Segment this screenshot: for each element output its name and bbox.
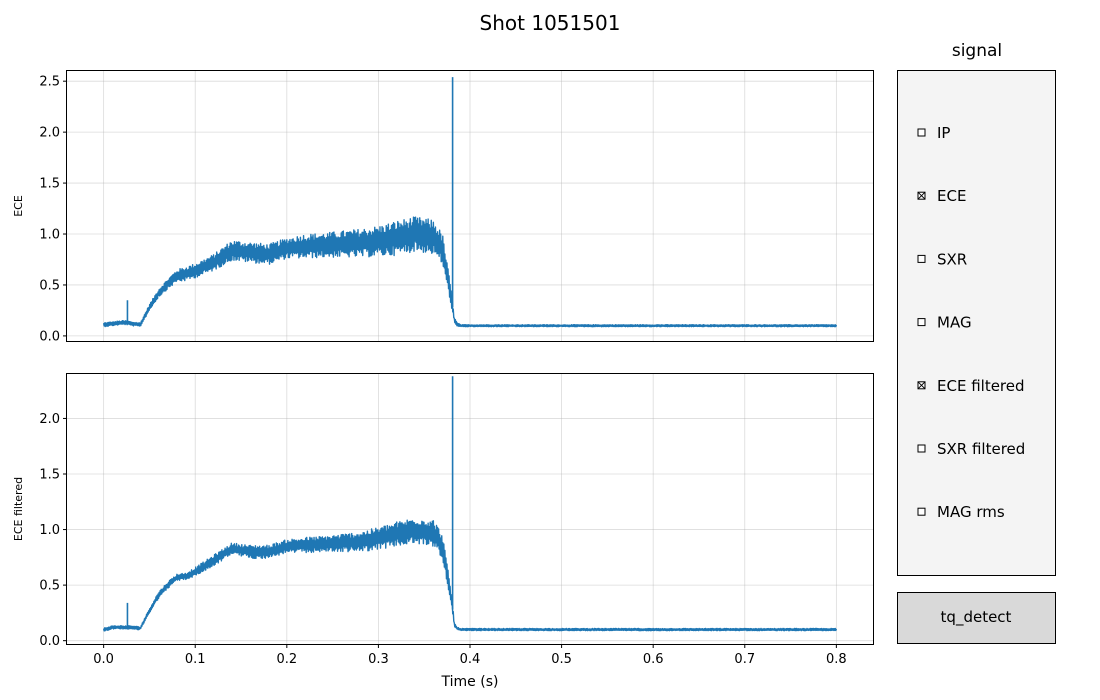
xtick-label: 0.6 [643,652,664,667]
checkbox-box[interactable] [917,507,926,516]
ytick-label: 0.5 [39,278,60,293]
ylabel-ece: ECE [12,195,25,217]
signal-panel: signal IP ECE SXR MAG ECE filtered SXR filter… [897,41,1056,576]
axes-ece: 0.0 0.5 1.0 1.5 2.0 2.5 ECE [12,70,874,344]
checkbox-box[interactable] [917,254,926,263]
xtick-label: 0.2 [276,652,297,667]
ytick-label: 0.0 [39,329,60,344]
ytick-label: 0.5 [39,579,60,594]
checkbox-label: MAG [937,314,972,332]
xtick-label: 0.8 [826,652,847,667]
checkbox-ece-filtered[interactable]: ECE filtered [917,377,1025,395]
xtick-label: 0.4 [460,652,481,667]
grid-ece-filtered [67,374,873,644]
ytick-label: 1.0 [39,523,60,538]
xtick-label: 0.5 [551,652,572,667]
axes-ece-filtered: 0.0 0.5 1.0 1.5 2.0 0.0 0.1 0.2 0.3 0.4 0.5 0.6 0.7… [12,373,874,690]
checkbox-sxr[interactable]: SXR [917,250,967,268]
checkbox-label: SXR [937,250,967,268]
ytick-label: 2.0 [39,412,60,427]
checkbox-label: ECE [937,187,966,205]
grid-ece [67,71,873,341]
checkbox-check-mark [917,381,926,390]
signal-trace [102,519,838,632]
checkbox-box[interactable] [917,444,926,453]
signal-checkbox-list: IP ECE SXR MAG ECE filtered SXR filtered MAG r… [917,124,1025,521]
xtick-label: 0.1 [185,652,206,667]
ytick-label: 1.5 [39,177,60,192]
checkbox-mag-rms[interactable]: MAG rms [917,503,1005,521]
series-ece [102,77,838,328]
ytick-label: 2.5 [39,75,60,90]
tq-detect-button[interactable]: tq_detect [897,592,1056,644]
tq-detect-button-box[interactable] [897,592,1056,644]
signal-trace [102,216,838,328]
figure-title: Shot 1051501 [480,11,621,35]
xtick-label: 0.3 [368,652,389,667]
ytick-label: 0.0 [39,634,60,649]
checkbox-label: SXR filtered [937,440,1025,458]
checkbox-box[interactable] [917,318,926,327]
checkbox-label: IP [937,124,950,142]
checkbox-label: MAG rms [937,503,1005,521]
checkbox-ip[interactable]: IP [917,124,950,142]
xtick-label: 0.7 [734,652,755,667]
checkbox-sxr-filtered[interactable]: SXR filtered [917,440,1025,458]
series-ece-filtered [102,376,838,632]
xlabel-time: Time (s) [441,674,499,690]
checkbox-check-mark [917,191,926,200]
yticks-ece-filtered: 0.0 0.5 1.0 1.5 2.0 [39,412,67,649]
ytick-label: 2.0 [39,126,60,141]
checkbox-mag[interactable]: MAG [917,314,972,332]
yticks-ece: 0.0 0.5 1.0 1.5 2.0 2.5 [39,75,67,344]
checkbox-label: ECE filtered [937,377,1025,395]
axes-frame-ece [66,70,874,342]
checkbox-ece[interactable]: ECE [917,187,966,205]
ytick-label: 1.5 [39,468,60,483]
xticks-ece-filtered: 0.0 0.1 0.2 0.3 0.4 0.5 0.6 0.7 0.8 [93,644,847,667]
checkbox-box[interactable] [917,128,926,137]
tq-detect-button-label[interactable]: tq_detect [941,608,1012,627]
ylabel-ece-filtered: ECE filtered [12,477,25,541]
ytick-label: 1.0 [39,228,60,243]
signal-panel-title: signal [952,41,1002,61]
xtick-label: 0.0 [93,652,114,667]
